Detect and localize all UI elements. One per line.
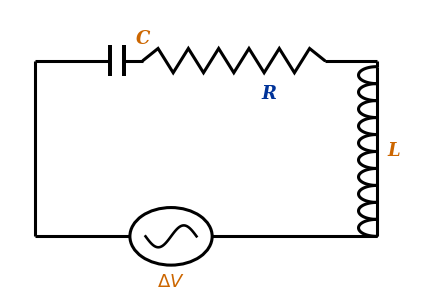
Text: $\Delta V$: $\Delta V$ bbox=[157, 273, 185, 291]
Text: L: L bbox=[388, 142, 401, 161]
Circle shape bbox=[132, 209, 210, 264]
Text: R: R bbox=[261, 85, 276, 103]
Text: C: C bbox=[136, 31, 150, 48]
